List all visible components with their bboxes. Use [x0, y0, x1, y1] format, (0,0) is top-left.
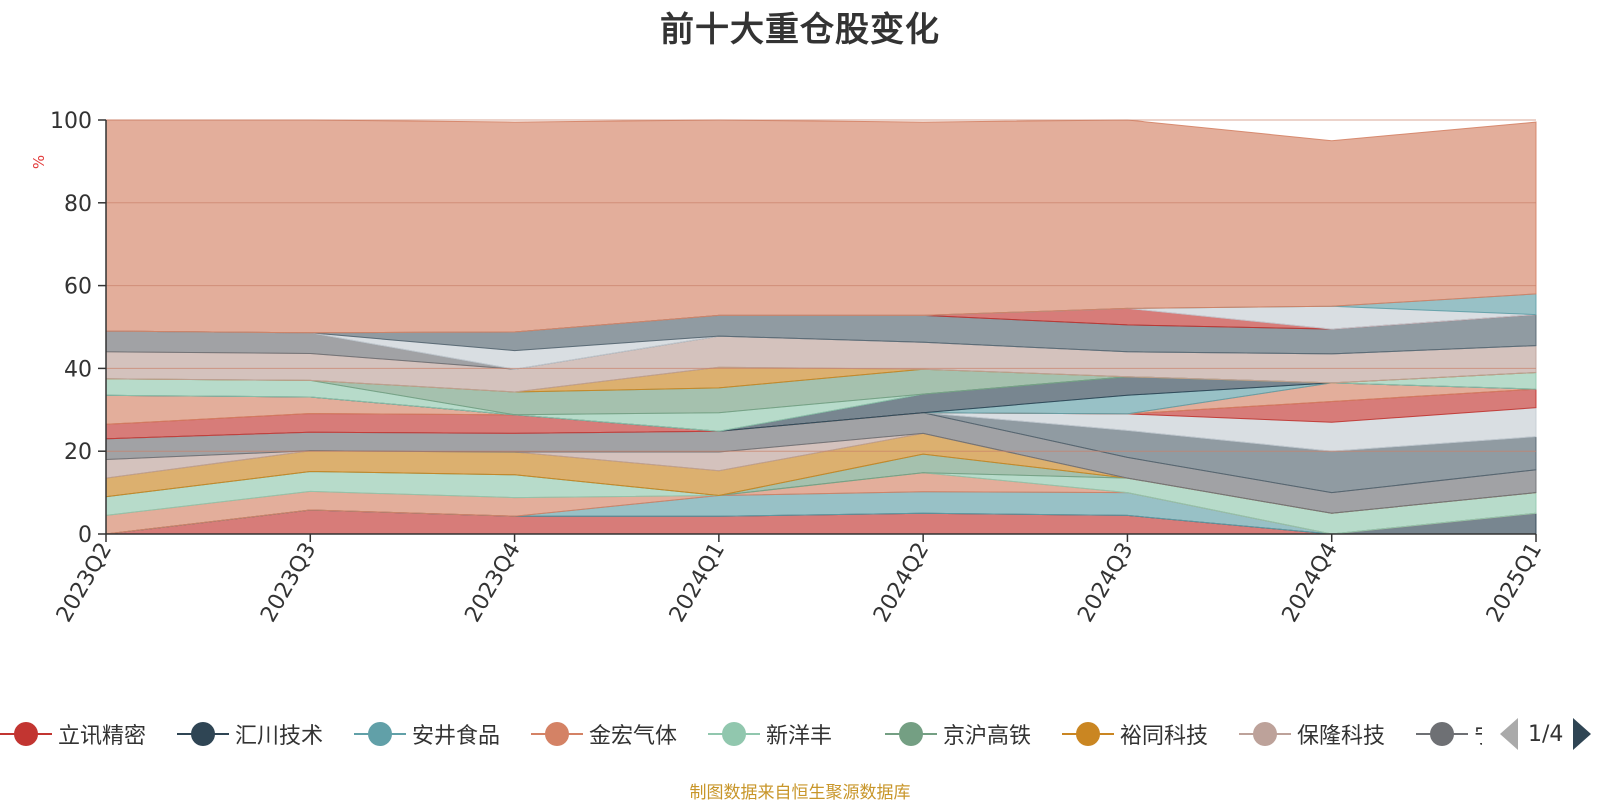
legend-label: 保隆科技 [1297, 724, 1386, 749]
x-tick-label: 2025Q1 [1482, 539, 1547, 627]
x-tick-label: 2024Q1 [665, 539, 730, 627]
legend-items: 立讯精密 汇川技术 安井食品 金宏气体 新洋丰 京沪高铁 裕同科技 保隆科技 宁德时代 [0, 714, 1482, 754]
y-axis-label: % [30, 155, 48, 169]
legend-item[interactable]: 新洋丰 [708, 714, 832, 754]
legend-marker-icon [1239, 722, 1291, 746]
x-tick-label: 2024Q2 [869, 539, 934, 627]
legend-marker-icon [708, 722, 760, 746]
y-tick-label: 20 [64, 440, 92, 465]
pager-page-text: 1/4 [1528, 721, 1564, 747]
source-note: 制图数据来自恒生聚源数据库 [689, 783, 911, 803]
legend-pager: 1/4 [1500, 716, 1592, 752]
legend-item[interactable]: 安井食品 [354, 714, 500, 754]
y-tick-label: 100 [50, 109, 92, 134]
y-tick-label: 40 [64, 357, 92, 382]
legend-item[interactable]: 金宏气体 [531, 714, 677, 754]
area-chart: 0 20 40 60 80 100 2023Q2 2023Q3 2023Q4 2024Q1 2024… [30, 109, 1547, 627]
legend-marker-icon [531, 722, 583, 746]
x-tick-label: 2023Q2 [52, 539, 117, 627]
legend-marker-icon [885, 722, 937, 746]
legend-marker-icon [1062, 722, 1114, 746]
x-tick-label: 2023Q4 [460, 539, 525, 627]
legend-item[interactable]: 京沪高铁 [885, 714, 1031, 754]
legend-marker-icon [177, 722, 229, 746]
x-tick-label: 2023Q3 [256, 539, 321, 627]
legend-label: 宁德时代 [1474, 718, 1482, 750]
legend-label: 安井食品 [412, 724, 501, 749]
y-tick-label: 60 [64, 275, 92, 300]
chart-title: 前十大重仓股变化 [660, 10, 940, 50]
legend-item[interactable]: 宁德时代 [1416, 714, 1482, 754]
y-tick-label: 0 [78, 523, 92, 548]
legend-item[interactable]: 立讯精密 [0, 714, 146, 754]
legend-marker-icon [1416, 722, 1468, 746]
legend-label: 京沪高铁 [943, 724, 1032, 749]
legend-label: 立讯精密 [58, 724, 147, 749]
legend-marker-icon [354, 722, 406, 746]
chart-areas [105, 119, 1537, 535]
legend-label: 汇川技术 [235, 724, 324, 749]
x-tick-label: 2024Q3 [1073, 539, 1138, 627]
legend-item[interactable]: 保隆科技 [1239, 714, 1385, 754]
legend-item[interactable]: 裕同科技 [1062, 714, 1208, 754]
area-series-25 [105, 119, 1537, 334]
legend-label: 金宏气体 [589, 724, 678, 749]
x-tick-label: 2024Q4 [1278, 539, 1343, 627]
y-tick-label: 80 [64, 192, 92, 217]
legend-label: 裕同科技 [1120, 724, 1209, 749]
legend-marker-icon [0, 722, 52, 746]
legend-label: 新洋丰 [766, 724, 833, 749]
legend-item[interactable]: 汇川技术 [177, 714, 323, 754]
pager-prev-icon[interactable] [1500, 718, 1518, 750]
legend: 立讯精密 汇川技术 安井食品 金宏气体 新洋丰 京沪高铁 裕同科技 保隆科技 宁德时代 [0, 714, 1600, 754]
pager-next-icon[interactable] [1573, 718, 1592, 750]
chart-gridlines [106, 119, 1536, 452]
